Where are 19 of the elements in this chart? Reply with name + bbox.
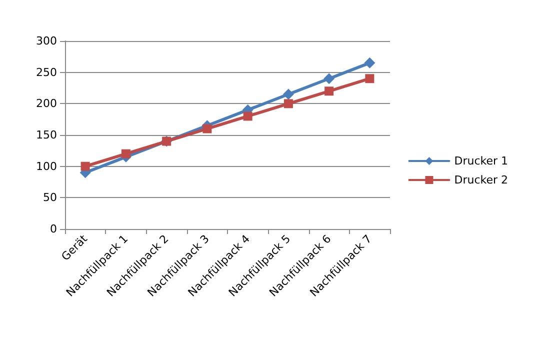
point — [365, 74, 374, 84]
point — [243, 112, 252, 121]
y-tick-label: 200 — [36, 97, 57, 110]
y-tick-label: 0 — [50, 222, 57, 236]
point — [282, 88, 294, 100]
point — [121, 149, 130, 158]
point — [364, 57, 376, 68]
point — [202, 124, 212, 134]
point — [284, 99, 293, 108]
y-tick-label: 300 — [36, 34, 57, 48]
y-tick-label: 50 — [43, 191, 57, 204]
point — [324, 86, 334, 96]
legend-label: Drucker 1 — [454, 154, 508, 168]
legend-label: Drucker 2 — [454, 174, 508, 186]
y-tick-label: 250 — [36, 66, 57, 79]
y-tick-label: 150 — [36, 128, 57, 142]
point — [80, 162, 90, 171]
y-tick-label: 100 — [36, 160, 57, 173]
point — [324, 73, 335, 84]
